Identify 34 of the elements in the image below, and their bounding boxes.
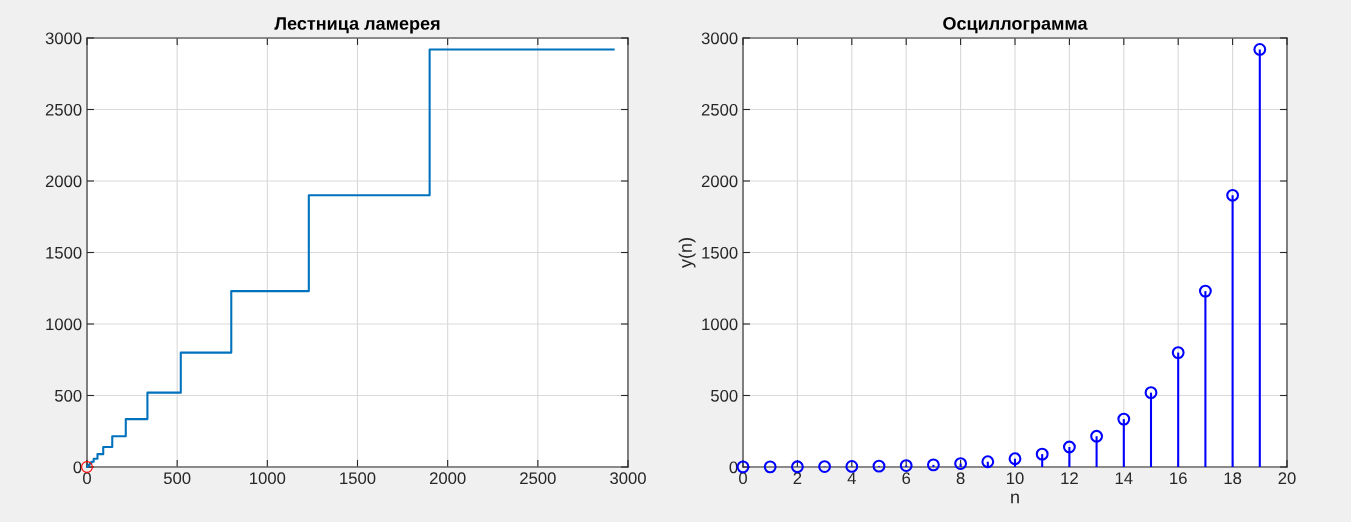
x-tick-label: 8: [956, 472, 965, 485]
y-tick-label: 1000: [702, 318, 738, 331]
x-tick-label: 1500: [340, 472, 376, 485]
x-axis-title: n: [1011, 493, 1019, 504]
y-tick-label: 500: [55, 389, 82, 402]
y-tick-label: 0: [73, 461, 82, 474]
y-tick-label: 2000: [701, 175, 738, 188]
x-tick-label: 1000: [250, 472, 286, 485]
x-tick-label: 0: [83, 472, 91, 485]
y-tick-label: 2500: [45, 103, 82, 116]
y-tick-label: 1500: [702, 246, 738, 259]
x-tick-label: 6: [902, 472, 911, 485]
y-tick-label: 1000: [46, 318, 82, 331]
y-tick-label: 2000: [45, 175, 82, 188]
x-tick-label: 20: [1278, 472, 1296, 485]
y-tick-label: 3000: [45, 32, 82, 45]
x-tick-label: 10: [1007, 472, 1024, 485]
x-tick-label: 3000: [610, 472, 646, 485]
x-tick-label: 2000: [429, 472, 466, 485]
x-tick-label: 14: [1115, 472, 1133, 484]
x-tick-label: 16: [1170, 472, 1187, 485]
y-tick-label: 500: [711, 389, 738, 402]
chart-title: Осциллограмма: [943, 17, 1088, 34]
y-tick-label: 2500: [701, 103, 738, 116]
chart-title: Лестница ламерея: [274, 17, 440, 34]
x-tick-label: 18: [1224, 472, 1242, 485]
x-tick-label: 500: [163, 472, 191, 485]
x-tick-label: 2500: [520, 472, 556, 485]
y-tick-label: 3000: [701, 32, 738, 45]
x-tick-label: 12: [1061, 472, 1078, 484]
y-tick-label: 0: [729, 461, 738, 474]
y-tick-label: 1500: [46, 246, 82, 259]
x-tick-label: 4: [847, 472, 856, 484]
y-axis-title: y(n): [678, 238, 696, 268]
